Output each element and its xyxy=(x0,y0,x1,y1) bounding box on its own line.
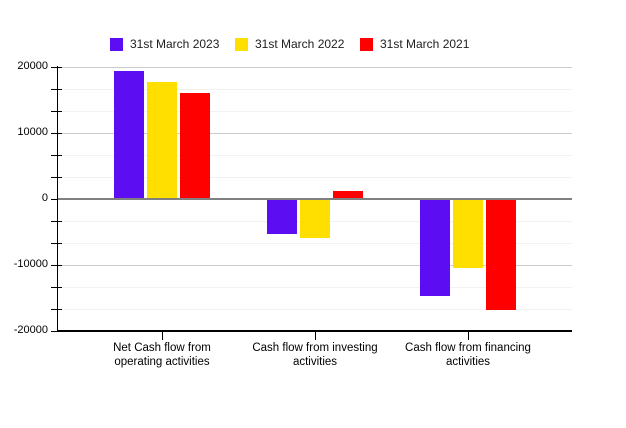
legend-swatch-2021 xyxy=(360,37,373,51)
bar-31st-march-2021[interactable] xyxy=(333,191,363,199)
y-axis-tick xyxy=(51,331,62,332)
legend-label: 31st March 2023 xyxy=(130,37,220,51)
y-axis-label: 10000 xyxy=(17,126,48,138)
y-axis-tick xyxy=(51,155,62,156)
y-axis-tick xyxy=(51,67,62,68)
gridline xyxy=(58,67,572,68)
gridline xyxy=(58,309,572,310)
gridline xyxy=(58,177,572,178)
legend-item-2022[interactable]: 31st March 2022 xyxy=(235,37,344,51)
bar-31st-march-2022[interactable] xyxy=(147,82,177,199)
legend-item-2023[interactable]: 31st March 2023 xyxy=(110,37,219,51)
bar-31st-march-2023[interactable] xyxy=(114,71,144,199)
category-label-operating: Net Cash flow from operating activities xyxy=(113,342,211,368)
bar-31st-march-2023[interactable] xyxy=(420,199,450,296)
category-label-investing: Cash flow from investing activities xyxy=(252,342,378,368)
legend-swatch-2022 xyxy=(235,37,248,51)
gridline xyxy=(58,243,572,244)
bar-31st-march-2022[interactable] xyxy=(453,199,483,268)
y-axis-label: -20000 xyxy=(13,324,48,336)
bar-31st-march-2021[interactable] xyxy=(180,93,210,199)
bar-31st-march-2023[interactable] xyxy=(267,199,297,234)
gridline xyxy=(58,155,572,156)
gridline xyxy=(58,265,572,266)
y-axis-tick xyxy=(51,89,62,90)
y-axis-label: 20000 xyxy=(17,60,48,72)
y-axis-tick xyxy=(51,287,62,288)
x-axis-tick xyxy=(468,332,469,340)
y-axis-label: 0 xyxy=(41,192,48,204)
legend-label: 31st March 2022 xyxy=(255,37,345,51)
x-axis-tick xyxy=(315,332,316,340)
y-axis-tick xyxy=(51,309,62,310)
bar-31st-march-2021[interactable] xyxy=(486,199,516,310)
legend-item-2021[interactable]: 31st March 2021 xyxy=(360,37,469,51)
y-axis-label: -10000 xyxy=(13,258,48,270)
y-axis-tick xyxy=(51,177,62,178)
category-label-financing: Cash flow from financing activities xyxy=(405,342,531,368)
zero-baseline xyxy=(58,198,572,200)
x-axis-line xyxy=(57,330,572,332)
y-axis-tick xyxy=(51,199,62,200)
y-axis-tick xyxy=(51,221,62,222)
gridline xyxy=(58,89,572,90)
legend-swatch-2023 xyxy=(110,37,123,51)
y-axis-tick xyxy=(51,243,62,244)
x-axis-tick xyxy=(162,332,163,340)
y-axis-tick xyxy=(51,265,62,266)
gridline xyxy=(58,111,572,112)
gridline xyxy=(58,133,572,134)
gridline xyxy=(58,287,572,288)
legend-label: 31st March 2021 xyxy=(380,37,470,51)
y-axis-tick xyxy=(51,111,62,112)
bar-31st-march-2022[interactable] xyxy=(300,199,330,238)
y-axis-tick xyxy=(51,133,62,134)
